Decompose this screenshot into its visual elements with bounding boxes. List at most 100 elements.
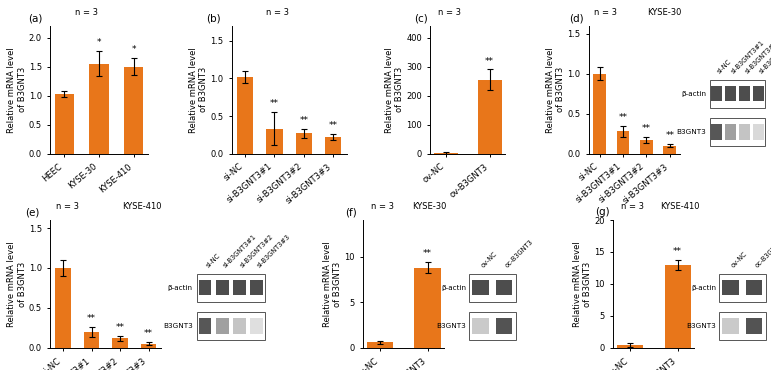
Bar: [84, 332, 99, 348]
Text: KYSE-410: KYSE-410: [660, 202, 699, 211]
Bar: [663, 146, 676, 154]
Text: β-actin: β-actin: [691, 285, 716, 291]
Y-axis label: Relative mRNA level
of B3GNT3: Relative mRNA level of B3GNT3: [323, 241, 342, 327]
Text: si-B3GNT3#2: si-B3GNT3#2: [240, 233, 274, 269]
Text: **: **: [618, 113, 628, 122]
Bar: [469, 274, 516, 302]
Bar: [593, 74, 606, 154]
Bar: [216, 280, 228, 296]
Y-axis label: Relative mRNA level
of B3GNT3: Relative mRNA level of B3GNT3: [546, 47, 565, 132]
Bar: [216, 318, 228, 334]
Bar: [199, 318, 211, 334]
Text: si-B3GNT3#3: si-B3GNT3#3: [257, 233, 291, 269]
Text: **: **: [673, 247, 682, 256]
Bar: [266, 129, 282, 154]
Text: B3GNT3: B3GNT3: [676, 129, 706, 135]
Bar: [234, 318, 245, 334]
Bar: [726, 124, 736, 139]
Text: **: **: [144, 329, 153, 339]
Bar: [712, 86, 722, 101]
Text: **: **: [328, 121, 338, 130]
Text: (b): (b): [207, 13, 221, 23]
Bar: [89, 64, 109, 154]
Text: β-actin: β-actin: [682, 91, 706, 97]
Bar: [367, 342, 393, 348]
Bar: [415, 268, 441, 348]
Text: n = 3: n = 3: [372, 202, 394, 211]
Text: (c): (c): [414, 13, 428, 23]
Bar: [251, 280, 263, 296]
Text: **: **: [299, 116, 308, 125]
Text: n = 3: n = 3: [75, 8, 98, 17]
Bar: [56, 268, 71, 348]
Text: **: **: [87, 314, 96, 323]
Text: B3GNT3: B3GNT3: [686, 323, 716, 329]
Bar: [722, 318, 739, 334]
Text: KYSE-30: KYSE-30: [412, 202, 447, 211]
Text: (g): (g): [595, 207, 610, 217]
Y-axis label: Relative mRNA level
of B3GNT3: Relative mRNA level of B3GNT3: [7, 47, 26, 132]
Text: n = 3: n = 3: [266, 8, 289, 17]
Text: si-NC: si-NC: [716, 58, 733, 74]
Bar: [617, 344, 643, 348]
Text: β-actin: β-actin: [441, 285, 466, 291]
Text: ov-NC: ov-NC: [480, 250, 499, 269]
Bar: [709, 118, 766, 146]
Text: (e): (e): [25, 207, 40, 217]
Bar: [746, 280, 763, 296]
Text: ov-NC: ov-NC: [731, 250, 749, 269]
Text: **: **: [423, 249, 432, 258]
Text: oc-B3GNT3: oc-B3GNT3: [504, 238, 534, 269]
Text: n = 3: n = 3: [438, 8, 461, 17]
Bar: [617, 131, 629, 154]
Text: **: **: [270, 100, 279, 108]
Bar: [469, 312, 516, 340]
Bar: [237, 77, 253, 154]
Text: KYSE-30: KYSE-30: [647, 8, 681, 17]
Text: *: *: [96, 38, 101, 47]
Y-axis label: Relative mRNA level
of B3GNT3: Relative mRNA level of B3GNT3: [385, 47, 404, 132]
Text: si-B3GNT3#1: si-B3GNT3#1: [222, 233, 258, 269]
Bar: [234, 280, 245, 296]
Text: (d): (d): [569, 13, 584, 23]
Text: **: **: [485, 57, 494, 65]
Bar: [197, 312, 265, 340]
Bar: [124, 67, 143, 154]
Text: oc-B3GNT3: oc-B3GNT3: [754, 238, 771, 269]
Y-axis label: Relative mRNA level
of B3GNT3: Relative mRNA level of B3GNT3: [189, 47, 208, 132]
Bar: [753, 86, 763, 101]
Bar: [739, 86, 749, 101]
Bar: [251, 318, 263, 334]
Text: si-B3GNT3#2: si-B3GNT3#2: [745, 39, 771, 74]
Bar: [726, 86, 736, 101]
Bar: [722, 280, 739, 296]
Y-axis label: Relative mRNA level
of B3GNT3: Relative mRNA level of B3GNT3: [573, 241, 592, 327]
Text: si-B3GNT3#1: si-B3GNT3#1: [730, 39, 766, 74]
Y-axis label: Relative mRNA level
of B3GNT3: Relative mRNA level of B3GNT3: [7, 241, 26, 327]
Bar: [746, 318, 763, 334]
Bar: [709, 80, 766, 108]
Bar: [113, 338, 128, 348]
Bar: [197, 274, 265, 302]
Text: n = 3: n = 3: [621, 202, 645, 211]
Bar: [325, 137, 342, 154]
Bar: [296, 133, 312, 154]
Bar: [478, 80, 502, 154]
Bar: [496, 280, 513, 296]
Text: *: *: [132, 45, 136, 54]
Text: β-actin: β-actin: [168, 285, 193, 291]
Bar: [665, 265, 691, 348]
Bar: [719, 274, 766, 302]
Text: n = 3: n = 3: [56, 202, 79, 211]
Bar: [55, 94, 74, 154]
Text: (f): (f): [345, 207, 357, 217]
Text: (a): (a): [29, 13, 43, 23]
Text: si-NC: si-NC: [205, 252, 222, 269]
Bar: [472, 280, 489, 296]
Bar: [472, 318, 489, 334]
Bar: [753, 124, 763, 139]
Bar: [496, 318, 513, 334]
Text: **: **: [665, 131, 675, 140]
Text: **: **: [642, 124, 651, 133]
Bar: [199, 280, 211, 296]
